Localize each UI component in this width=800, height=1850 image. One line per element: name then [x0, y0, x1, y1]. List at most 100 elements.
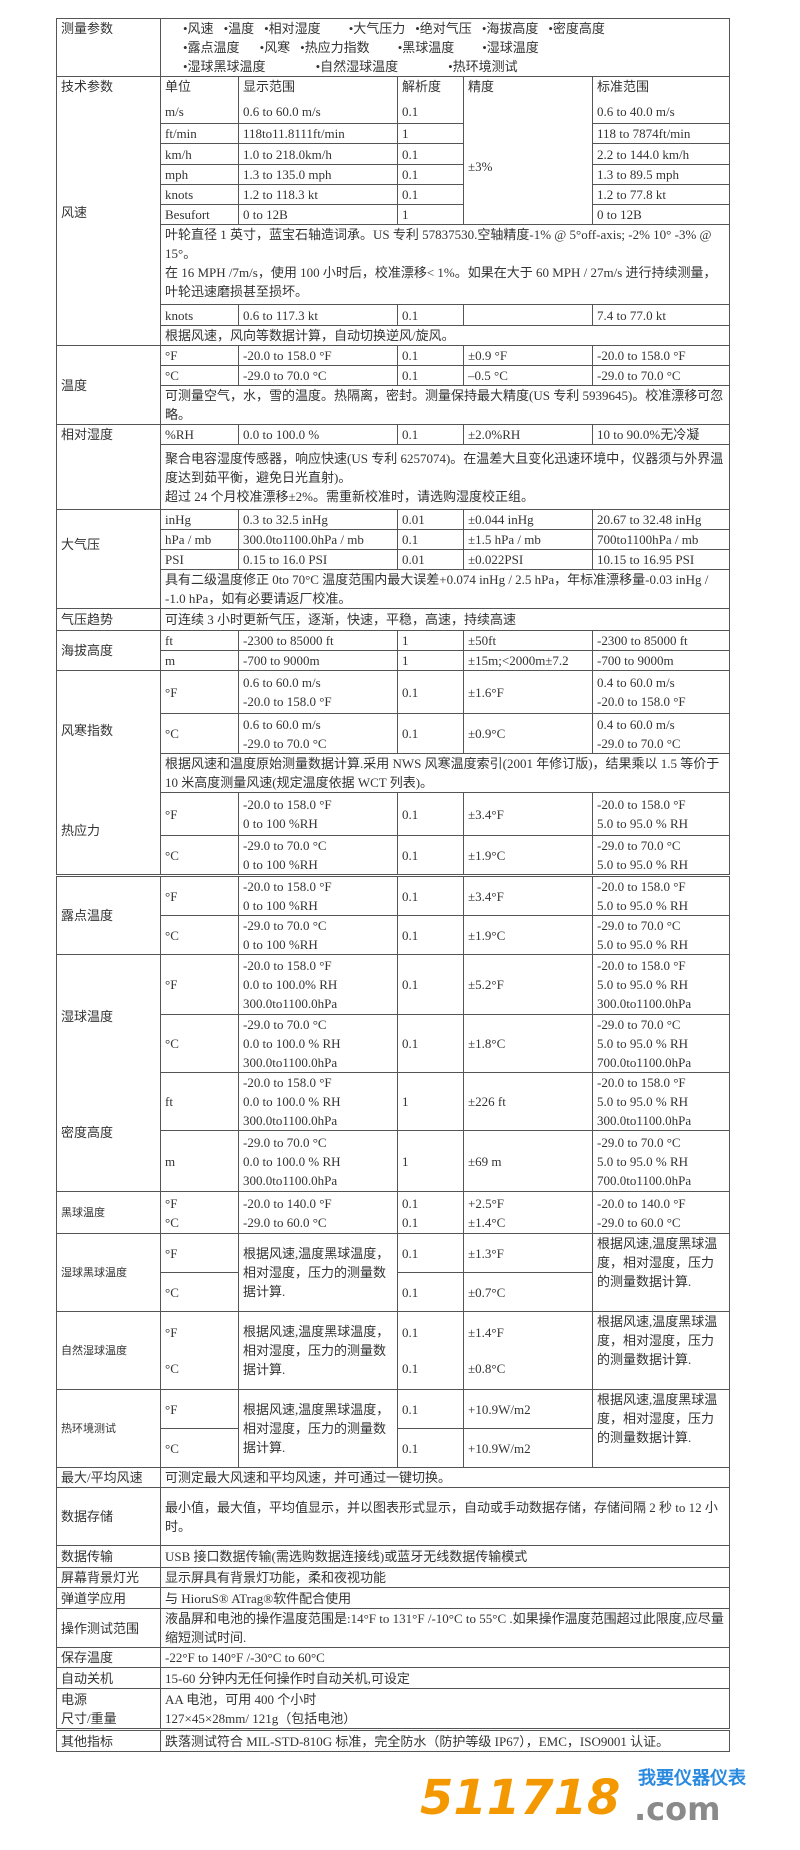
cell-text: ±0.8°C	[468, 1360, 506, 1376]
row-label: 相对湿度	[56, 424, 161, 510]
cell-text: •风速 •温度 •相对湿度 •大气压力 •绝对气压 •海拔高度 •密度高度	[183, 20, 725, 39]
table-row: 数据存储 最小值，最大值，平均值显示，并以图表形式显示，自动或手动数据存储，存储间…	[56, 1487, 731, 1546]
cell-text: -20.0 to 158.0 °F	[597, 1075, 686, 1090]
table-cell: 0.0 to 100.0 %	[238, 424, 398, 445]
table-cell: ±69 m	[463, 1130, 593, 1192]
table-cell: 0.1	[397, 164, 464, 185]
cell-text: •海拔高度	[481, 21, 539, 36]
table-cell: 0.1	[397, 424, 464, 445]
table-cell: -20.0 to 140.0 °F -29.0 to 60.0 °C	[591, 1191, 731, 1234]
table-row: PSI 0.15 to 16.0 PSI 0.01 ±0.022PSI 10.15 to…	[57, 549, 731, 570]
table-cell: ±0.022PSI	[463, 549, 593, 570]
cell-text: •密度高度	[548, 21, 605, 36]
table-cell: -2300 to 85000 ft	[591, 630, 731, 651]
cell-text: 湿球温度	[61, 1009, 114, 1024]
table-row: 根据风速，风向等数据计算，自动切换逆风/旋风。	[57, 325, 731, 346]
table-cell: 显示屏具有背景灯功能，柔和夜视功能	[159, 1567, 731, 1588]
row-label: 自动关机	[56, 1667, 161, 1689]
cell-text: ±1.4°F	[468, 1324, 504, 1340]
cell-text: 700.0to1100.0hPa	[597, 1172, 692, 1188]
cell-text: 300.0to1100.0hPa	[243, 1055, 338, 1070]
table-cell: 0.1	[397, 1272, 464, 1312]
table-cell: °F	[160, 345, 239, 366]
cell-text: -20.0 to 158.0 °F	[243, 1075, 332, 1090]
cell-text: -20.0 to 140.0 °F	[243, 1195, 332, 1211]
table-cell: 1.0 to 218.0km/h	[238, 143, 398, 165]
logo-number: 511718	[420, 1770, 621, 1826]
cell-text: •黑球温度	[397, 40, 455, 55]
table-cell: 与 HioruS® ATrag®软件配合使用	[159, 1587, 731, 1609]
table-cell: 0.1	[397, 143, 464, 165]
cell-text: 5.0 to 95.0 % RH	[597, 857, 688, 872]
table-cell: -20.0 to 158.0 °F 5.0 to 95.0 % RH	[591, 792, 731, 836]
table-cell: -29.0 to 70.0 °C 0.0 to 100.0 % RH 300.0to…	[238, 1130, 398, 1192]
cell-text: 单位	[165, 79, 192, 94]
table-cell: 1.3 to 89.5 mph	[591, 164, 731, 185]
table-cell: ±1.3°F	[463, 1233, 593, 1273]
table-cell: ft	[160, 1072, 239, 1131]
table-cell: 精度 ±3%	[463, 76, 593, 225]
table-row: m -29.0 to 70.0 °C 0.0 to 100.0 % RH 300.0t…	[57, 1130, 731, 1192]
cell-text: 叶轮直径 1 英寸，蓝宝石轴造词承。US 专利 57837530.空轴精度-1%…	[165, 227, 712, 261]
table-cell: 0.1	[397, 1428, 464, 1468]
cell-text: •大气压力	[348, 21, 406, 36]
table-cell: m	[160, 1130, 239, 1192]
table-row: ft -20.0 to 158.0 °F 0.0 to 100.0 % RH 300.…	[57, 1072, 731, 1131]
table-cell: inHg	[160, 509, 239, 530]
table-cell: °C	[160, 1272, 239, 1312]
table-cell: -20.0 to 158.0 °F	[591, 345, 731, 366]
table-cell: °C	[160, 835, 239, 876]
cell-text: 0.6 to 60.0 m/s	[243, 104, 321, 119]
row-label: 保存温度	[56, 1647, 161, 1668]
table-cell: °F °C	[160, 1311, 239, 1390]
row-label: 弹道学应用	[56, 1587, 161, 1609]
cell-text: 超过 24 个月校准漂移±2%。需重新校准时，请选购湿度校正组。	[165, 488, 534, 504]
table-cell: 最小值，最大值，平均值显示，并以图表形式显示，自动或手动数据存储，存储间隔 2 …	[159, 1487, 731, 1546]
table-cell: 10.15 to 16.95 PSI	[591, 549, 731, 570]
wind-note: 叶轮直径 1 英寸，蓝宝石轴造词承。US 专利 57837530.空轴精度-1%…	[159, 224, 731, 305]
table-cell: 2.2 to 144.0 km/h	[591, 143, 731, 165]
site-logo: 511718 我要仪器仪表 .com	[420, 1768, 750, 1828]
table-cell: -20.0 to 158.0 °F 0.0 to 100.0 % RH 300.0t…	[238, 1072, 398, 1131]
table-cell	[463, 304, 593, 326]
row-label: 测量参数	[56, 18, 161, 77]
cell-text: 0.0 to 100.0% RH	[243, 977, 338, 992]
cell-text: •温度	[223, 21, 255, 36]
table-row: 保存温度 -22°F to 140°F /-30°C to 60°C	[56, 1647, 731, 1668]
table-row: 自动关机 15-60 分钟内无任何操作时自动关机,可设定	[56, 1667, 731, 1689]
table-row: 操作测试范围 液晶屏和电池的操作温度范围是:14°F to 131°F /-10°…	[56, 1608, 731, 1648]
row-label: 露点温度	[56, 874, 161, 955]
cell-text: 0.0 to 100.0 % RH	[243, 1094, 341, 1109]
table-cell: ±5.2°F	[463, 954, 593, 1015]
cell-text: -20.0 to 158.0 °F	[243, 958, 332, 973]
cell-text: -20.0 to 158.0 °F	[597, 879, 686, 894]
table-row: °C -29.0 to 70.0 °C 0.0 to 100.0 % RH 300.0…	[57, 1014, 731, 1073]
table-cell: 1	[397, 630, 464, 651]
cell-text: °F	[165, 1324, 178, 1340]
table-row: °F -20.0 to 158.0 °F 0 to 100 %RH 0.1 ±3.4°F…	[57, 792, 731, 836]
table-cell: 0 to 12B	[238, 204, 398, 225]
row-label: 数据存储	[56, 1487, 161, 1546]
table-cell: 1	[397, 1130, 464, 1192]
cell-text: •自然湿球温度	[315, 59, 399, 74]
table-row: 温度 °F -20.0 to 158.0 °F 0.1 ±0.9 °F -20.0 to …	[56, 345, 731, 425]
table-cell: -20.0 to 158.0 °F 0.0 to 100.0% RH 300.0to…	[238, 954, 398, 1015]
table-cell: 0.1	[397, 874, 464, 916]
table-cell: 0.1	[397, 345, 464, 366]
table-cell: -700 to 9000m	[591, 650, 731, 671]
cell-text: 聚合电容湿度传感器，响应快速(US 专利 6257074)。在温差大且变化迅速环…	[165, 450, 724, 485]
table-cell: 20.67 to 32.48 inHg	[591, 509, 731, 530]
table-cell: 0.3 to 32.5 inHg	[238, 509, 398, 530]
table-cell: +10.9W/m2	[463, 1389, 593, 1429]
table-row: 湿球黑球温度 °F 根据风速,温度黑球温度，相对湿度，压力的测量数据计算. 0.1 ±1…	[56, 1233, 731, 1312]
cell-text: 0.0 to 100.0 % RH	[243, 1153, 341, 1169]
table-row: hPa / mb 300.0to1100.0hPa / mb 0.1 ±1.5 hPa…	[57, 529, 731, 550]
table-cell: °F	[160, 954, 239, 1015]
table-cell: 1.2 to 77.8 kt	[591, 184, 731, 205]
cell-text: AA 电池，可用 400 个小时	[165, 1691, 317, 1707]
table-cell: 0.1 0.1	[397, 1311, 464, 1390]
table-cell: 0.1	[397, 365, 464, 386]
table-row: 数据传输 USB 接口数据传输(需选购数据连接线)或蓝牙无线数据传输模式	[56, 1545, 731, 1568]
cell-text: •湿球黑球温度	[183, 59, 266, 74]
